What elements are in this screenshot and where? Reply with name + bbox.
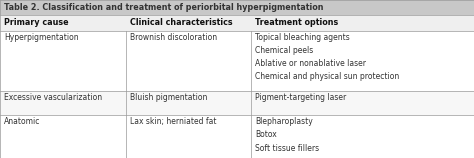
Text: Primary cause: Primary cause <box>4 18 69 27</box>
Text: Blepharoplasty
Botox
Soft tissue fillers: Blepharoplasty Botox Soft tissue fillers <box>255 117 319 153</box>
Text: Bluish pigmentation: Bluish pigmentation <box>130 93 207 102</box>
Text: Brownish discoloration: Brownish discoloration <box>130 33 217 42</box>
FancyBboxPatch shape <box>0 115 474 158</box>
Text: Treatment options: Treatment options <box>255 18 339 27</box>
FancyBboxPatch shape <box>0 15 474 31</box>
Text: Lax skin; herniated fat: Lax skin; herniated fat <box>130 117 216 126</box>
Text: Excessive vascularization: Excessive vascularization <box>4 93 102 102</box>
Text: Anatomic: Anatomic <box>4 117 41 126</box>
FancyBboxPatch shape <box>0 31 474 91</box>
Text: Pigment-targeting laser: Pigment-targeting laser <box>255 93 347 102</box>
Text: Topical bleaching agents
Chemical peels
Ablative or nonablative laser
Chemical a: Topical bleaching agents Chemical peels … <box>255 33 400 81</box>
Text: Hyperpigmentation: Hyperpigmentation <box>4 33 79 42</box>
Text: Clinical characteristics: Clinical characteristics <box>130 18 233 27</box>
FancyBboxPatch shape <box>0 0 474 15</box>
FancyBboxPatch shape <box>0 91 474 115</box>
Text: Table 2. Classification and treatment of periorbital hyperpigmentation: Table 2. Classification and treatment of… <box>4 3 323 12</box>
